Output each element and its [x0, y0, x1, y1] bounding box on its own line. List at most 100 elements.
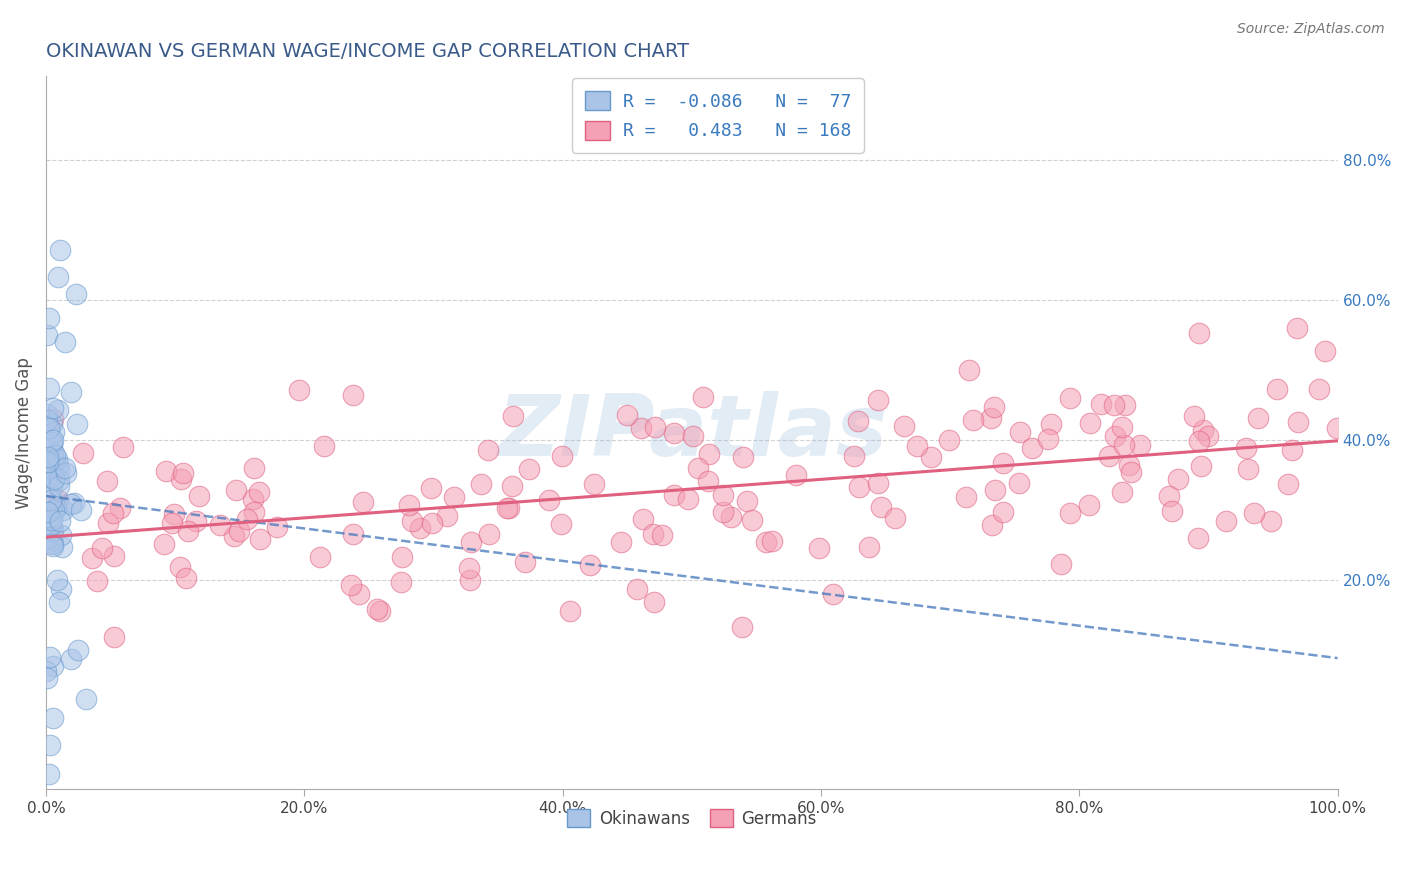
Point [457, 560, 479, 574]
Point [169, 560, 191, 574]
Point [35, 530, 58, 544]
Point [662, 426, 685, 441]
Point [630, 420, 652, 434]
Point [1188, 434, 1211, 448]
Point [42, 472, 65, 486]
Point [1118, 458, 1140, 472]
Point [697, 447, 720, 461]
Point [1182, 409, 1205, 423]
Point [96, 475, 118, 489]
Point [42, 523, 65, 537]
Point [991, 456, 1014, 470]
Point [959, 363, 981, 377]
Point [243, 461, 266, 475]
Point [1197, 429, 1219, 443]
Point [112, 440, 135, 454]
Point [288, 383, 311, 397]
Point [515, 555, 537, 569]
Point [42, 456, 65, 470]
Point [420, 516, 443, 531]
Point [225, 483, 247, 497]
Point [39, 649, 62, 664]
Point [1281, 443, 1303, 458]
Y-axis label: Wage/Income Gap: Wage/Income Gap [15, 357, 32, 508]
Point [163, 507, 186, 521]
Point [1285, 321, 1308, 335]
Point [44, 466, 66, 480]
Text: OKINAWAN VS GERMAN WAGE/INCOME GAP CORRELATION CHART: OKINAWAN VS GERMAN WAGE/INCOME GAP CORRE… [46, 42, 689, 61]
Point [651, 528, 673, 542]
Point [1121, 465, 1143, 479]
Point [1286, 415, 1309, 429]
Legend: Okinawans, Germans: Okinawans, Germans [561, 803, 824, 834]
Point [641, 526, 664, 541]
Point [893, 419, 915, 434]
Point [38, 461, 60, 475]
Point [1308, 382, 1330, 396]
Point [905, 439, 928, 453]
Point [48, 479, 70, 493]
Point [1215, 514, 1237, 528]
Point [184, 514, 207, 528]
Point [38, 311, 60, 326]
Point [49, 528, 72, 542]
Point [41, 480, 63, 494]
Point [609, 534, 631, 549]
Point [69, 503, 91, 517]
Point [761, 533, 783, 548]
Point [823, 587, 845, 601]
Point [172, 466, 194, 480]
Point [41, 401, 63, 416]
Point [339, 578, 361, 592]
Point [60, 384, 83, 399]
Point [1129, 437, 1152, 451]
Point [692, 390, 714, 404]
Point [45, 501, 67, 516]
Point [42, 659, 65, 673]
Point [63, 496, 86, 510]
Point [401, 514, 423, 528]
Point [39, 738, 62, 752]
Point [35, 327, 58, 342]
Point [41, 417, 63, 431]
Point [846, 414, 869, 428]
Point [44, 453, 66, 467]
Point [53, 335, 76, 350]
Point [209, 517, 232, 532]
Point [1049, 557, 1071, 571]
Point [688, 461, 710, 475]
Point [39, 509, 62, 524]
Point [501, 478, 523, 492]
Point [1090, 397, 1112, 411]
Point [41, 529, 63, 543]
Point [626, 582, 648, 597]
Text: ZIPatlas: ZIPatlas [496, 392, 887, 475]
Point [37, 531, 59, 545]
Point [38, 421, 60, 435]
Point [41, 438, 63, 452]
Point [550, 516, 572, 531]
Point [735, 494, 758, 508]
Point [785, 467, 807, 482]
Point [1326, 421, 1348, 435]
Point [224, 529, 246, 543]
Point [1260, 514, 1282, 528]
Point [51, 540, 73, 554]
Point [711, 488, 734, 502]
Point [643, 595, 665, 609]
Point [676, 491, 699, 506]
Point [807, 541, 830, 555]
Point [955, 490, 977, 504]
Point [174, 571, 197, 585]
Point [46, 492, 69, 507]
Point [644, 419, 666, 434]
Point [616, 408, 638, 422]
Point [866, 475, 889, 490]
Point [1008, 476, 1031, 491]
Point [1059, 507, 1081, 521]
Point [1265, 382, 1288, 396]
Point [731, 450, 754, 465]
Point [97, 516, 120, 530]
Point [1187, 532, 1209, 546]
Point [312, 439, 335, 453]
